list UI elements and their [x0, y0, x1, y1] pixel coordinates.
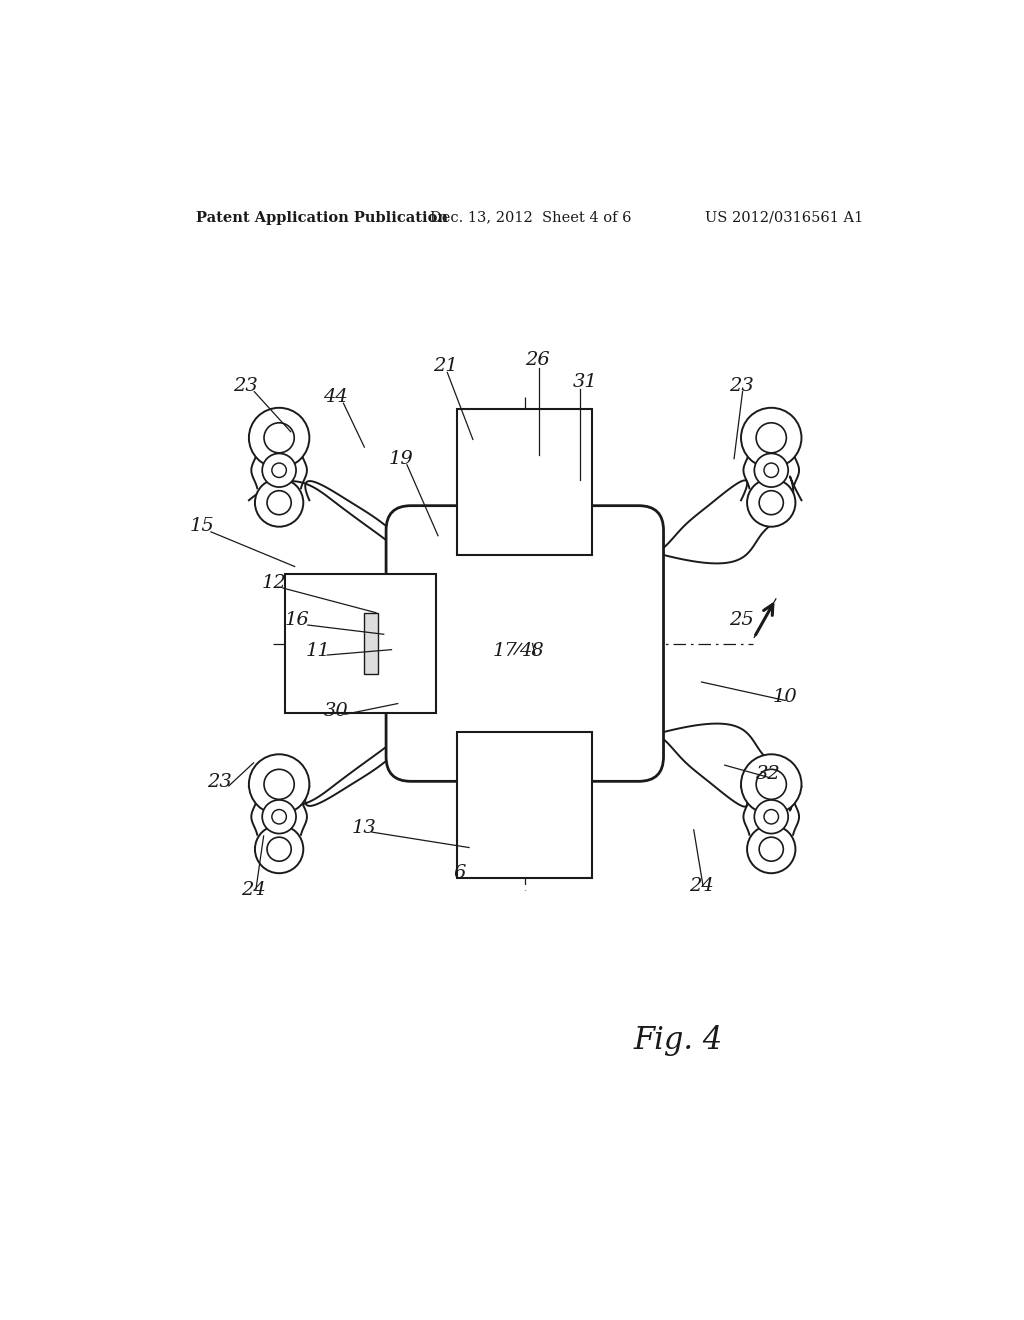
Text: 31: 31: [572, 372, 598, 391]
Text: 23: 23: [233, 376, 258, 395]
Circle shape: [748, 479, 796, 527]
Text: 13: 13: [352, 820, 377, 837]
Circle shape: [764, 809, 778, 824]
Circle shape: [755, 454, 788, 487]
Circle shape: [255, 825, 303, 874]
Text: Fig. 4: Fig. 4: [634, 1024, 723, 1056]
Text: Patent Application Publication: Patent Application Publication: [197, 211, 449, 224]
FancyBboxPatch shape: [386, 506, 664, 781]
Circle shape: [756, 770, 786, 800]
Polygon shape: [285, 574, 435, 713]
Polygon shape: [458, 409, 592, 554]
Text: 10: 10: [773, 689, 798, 706]
Text: 19: 19: [388, 450, 413, 467]
Circle shape: [759, 837, 783, 861]
Circle shape: [764, 463, 778, 478]
Text: 16: 16: [285, 611, 309, 630]
Text: 23: 23: [729, 376, 754, 395]
Text: 12: 12: [261, 574, 286, 593]
Polygon shape: [365, 612, 378, 675]
Text: 21: 21: [433, 358, 458, 375]
Circle shape: [267, 491, 291, 515]
Polygon shape: [458, 733, 592, 878]
Text: 11: 11: [305, 643, 331, 660]
Circle shape: [271, 809, 287, 824]
Circle shape: [756, 422, 786, 453]
Text: 24: 24: [689, 876, 714, 895]
Text: 32: 32: [756, 766, 780, 783]
Circle shape: [264, 422, 294, 453]
Text: 44: 44: [324, 388, 348, 407]
Text: 24: 24: [242, 880, 266, 899]
Circle shape: [759, 491, 783, 515]
Circle shape: [249, 754, 309, 814]
Text: 17: 17: [493, 643, 517, 660]
Circle shape: [741, 754, 802, 814]
Text: 48: 48: [518, 643, 544, 660]
Circle shape: [748, 825, 796, 874]
Text: US 2012/0316561 A1: US 2012/0316561 A1: [706, 211, 863, 224]
Circle shape: [255, 479, 303, 527]
Text: Dec. 13, 2012  Sheet 4 of 6: Dec. 13, 2012 Sheet 4 of 6: [430, 211, 632, 224]
Circle shape: [262, 800, 296, 833]
Circle shape: [741, 408, 802, 467]
Circle shape: [262, 454, 296, 487]
Text: 23: 23: [207, 774, 231, 791]
Text: 26: 26: [525, 351, 550, 370]
Text: 25: 25: [729, 611, 754, 630]
Circle shape: [755, 800, 788, 833]
Circle shape: [264, 770, 294, 800]
Circle shape: [267, 837, 291, 861]
Circle shape: [271, 463, 287, 478]
Text: 6: 6: [454, 865, 466, 882]
Text: 30: 30: [324, 702, 348, 721]
Circle shape: [249, 408, 309, 467]
Text: 15: 15: [189, 517, 214, 536]
